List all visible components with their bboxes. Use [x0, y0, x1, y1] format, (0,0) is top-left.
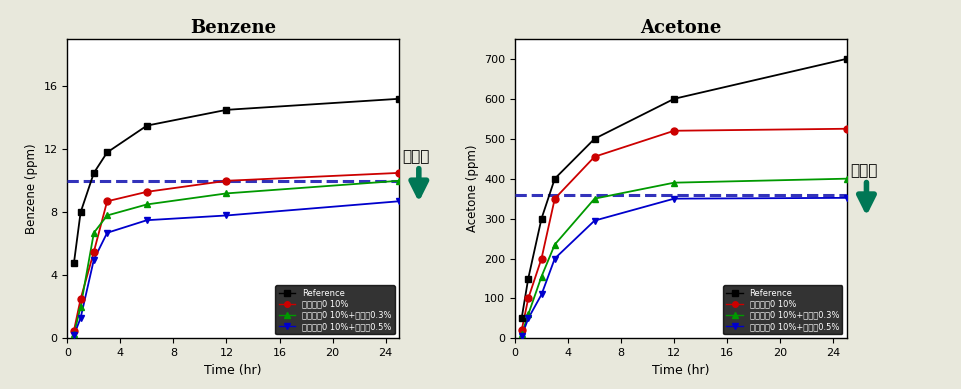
Title: Acetone: Acetone [639, 19, 721, 37]
Title: Benzene: Benzene [190, 19, 276, 37]
Text: 목표치: 목표치 [849, 163, 876, 178]
Y-axis label: Acetone (ppm): Acetone (ppm) [465, 145, 478, 232]
X-axis label: Time (hr): Time (hr) [204, 364, 261, 377]
Text: 목표치: 목표치 [402, 149, 430, 164]
Legend: Reference, 활성백턤0 10%, 활성백턤0 10%+분해제0.3%, 활성백턤0 10%+분해제0.5%: Reference, 활성백턤0 10%, 활성백턤0 10%+분해제0.3%,… [722, 286, 842, 334]
X-axis label: Time (hr): Time (hr) [652, 364, 709, 377]
Y-axis label: Benzene (ppm): Benzene (ppm) [25, 144, 37, 234]
Legend: Reference, 활성백턤0 10%, 활성백턤0 10%+분해제0.3%, 활성백턤0 10%+분해제0.5%: Reference, 활성백턤0 10%, 활성백턤0 10%+분해제0.3%,… [275, 286, 394, 334]
